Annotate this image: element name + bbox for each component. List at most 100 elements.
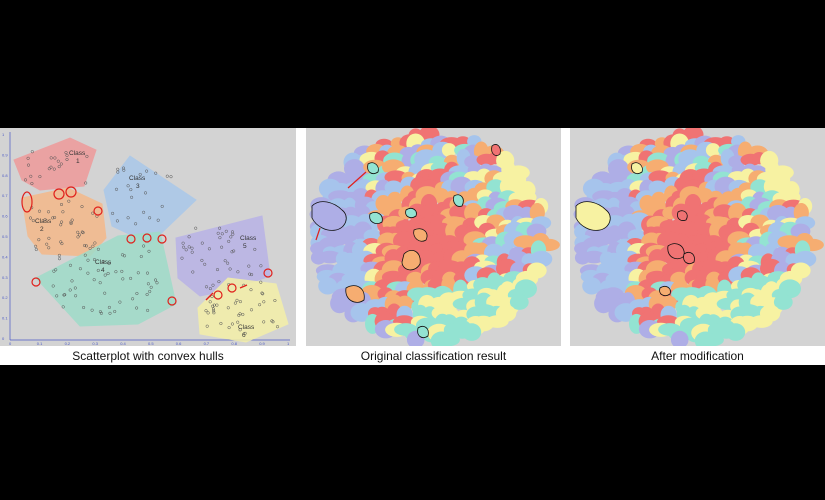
scatter-point <box>165 174 169 178</box>
scatter-point <box>59 202 64 207</box>
highlighted-region <box>369 212 383 224</box>
region-cell <box>750 315 773 328</box>
y-tick-label: 0 <box>2 336 5 341</box>
original-classification-map <box>309 128 560 346</box>
scatter-point <box>115 219 119 223</box>
hull-class-3 <box>103 155 197 245</box>
scatter-point <box>191 270 195 274</box>
region-cell <box>441 143 457 158</box>
region-map <box>309 128 560 346</box>
scatter-point <box>155 281 159 285</box>
scatter-point <box>169 175 173 179</box>
scatter-point <box>126 184 130 188</box>
scatter-point <box>47 246 51 250</box>
scatter-point <box>86 271 90 275</box>
scatter-point <box>262 300 266 304</box>
svg-text:Class: Class <box>240 235 257 242</box>
scatter-point <box>55 294 59 298</box>
scatter-point <box>45 242 49 246</box>
scatter-point <box>187 235 191 239</box>
modified-classification-panel <box>570 128 825 346</box>
scatter-point <box>249 308 254 312</box>
region-map <box>573 128 824 346</box>
scatter-point <box>145 271 150 275</box>
scatter-point <box>231 232 235 236</box>
scatter-point <box>76 235 80 239</box>
scatter-point <box>96 247 100 251</box>
region-cell <box>486 315 509 328</box>
scatter-point <box>210 295 214 299</box>
x-tick-label: 0 <box>9 341 12 346</box>
highlighted-region <box>453 194 464 207</box>
y-tick-label: 0.3 <box>2 275 8 280</box>
highlighted-region <box>311 201 347 231</box>
class-label-4: Class 4 <box>95 259 112 274</box>
scatter-point <box>51 216 55 220</box>
scatter-point <box>68 263 73 267</box>
scatter-point <box>215 268 220 272</box>
scatter-point <box>49 165 53 169</box>
scatter-point <box>38 175 42 179</box>
y-tick-label: 0.9 <box>2 152 8 157</box>
scatter-point <box>111 211 115 215</box>
scatter-point <box>148 289 152 294</box>
hull-class-4 <box>35 231 177 327</box>
svg-text:Class: Class <box>35 218 52 225</box>
scatter-point <box>138 172 142 177</box>
scatter-point <box>212 311 216 315</box>
y-tick-label: 0.6 <box>2 214 8 219</box>
scatter-point <box>49 156 53 160</box>
highlighted-region <box>367 162 379 174</box>
highlighted-region <box>417 326 429 338</box>
scatter-point <box>53 215 57 220</box>
scatter-point <box>131 297 135 301</box>
scatter-point <box>118 300 122 304</box>
scatter-point <box>135 291 139 296</box>
scatter-point <box>220 232 224 236</box>
scatter-point <box>129 188 133 192</box>
scatter-point <box>47 236 51 240</box>
red-circle <box>53 188 65 200</box>
scatter-point <box>227 239 231 243</box>
highlighted-region <box>405 208 417 218</box>
region-cell <box>436 333 460 346</box>
scatter-point <box>31 219 35 223</box>
highlighted-region <box>659 286 671 296</box>
region-cell <box>384 180 403 195</box>
scatter-point <box>147 249 151 253</box>
scatter-point <box>273 298 277 303</box>
class-label-5: Class 5 <box>240 235 257 250</box>
svg-text:2: 2 <box>40 226 44 233</box>
red-arrows <box>315 171 367 241</box>
scatter-point <box>91 244 95 248</box>
scatter-point <box>26 163 31 167</box>
svg-text:Class: Class <box>238 324 255 331</box>
caption-modified: After modification <box>651 349 744 363</box>
scatter-point <box>229 235 233 239</box>
scatter-point <box>77 233 82 237</box>
scatter-point <box>194 226 198 230</box>
scatter-point <box>262 320 266 324</box>
red-circle <box>213 290 223 300</box>
scatter-point <box>65 153 69 157</box>
scatter-point <box>46 210 51 214</box>
region-cell <box>462 323 482 341</box>
scatter-point <box>65 157 69 162</box>
highlighted-regions <box>575 162 695 296</box>
scatter-point <box>143 191 148 195</box>
scatter-point <box>261 292 265 296</box>
scatter-point <box>23 178 28 182</box>
scatter-point <box>218 236 222 240</box>
class-label-3: Class 3 <box>129 175 146 190</box>
scatter-point <box>135 306 139 310</box>
scatter-point <box>60 220 64 224</box>
highlighted-region <box>491 144 501 156</box>
scatter-point <box>122 254 127 258</box>
x-tick-label: 0.3 <box>92 341 98 346</box>
scatter-point <box>260 291 264 295</box>
scatter-point <box>160 204 164 208</box>
scatter-point <box>60 242 64 246</box>
scatter-point <box>59 162 63 166</box>
scatter-point <box>30 150 34 154</box>
scatter-point <box>90 308 94 312</box>
